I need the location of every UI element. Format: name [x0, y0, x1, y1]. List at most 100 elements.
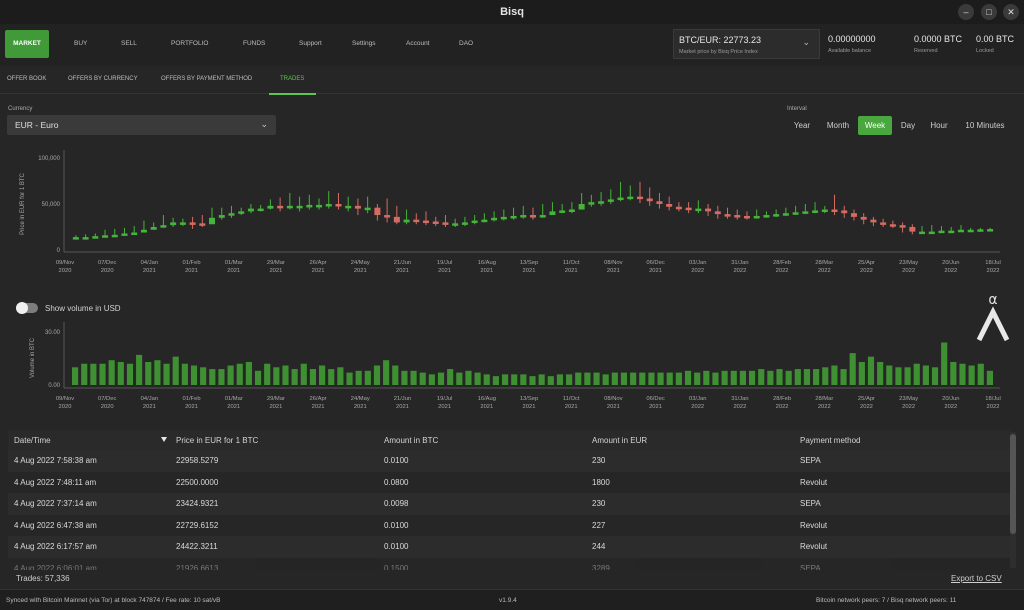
volume-bar — [593, 372, 600, 385]
volume-bar — [867, 356, 875, 385]
nav-buy[interactable]: BUY — [74, 40, 88, 47]
volume-x-tick-label: 2021 — [438, 404, 451, 410]
volume-x-tick-label: 01/Feb — [183, 396, 201, 402]
price-x-tick-label: 2021 — [565, 268, 578, 274]
candle-body — [850, 213, 857, 217]
table-cell: 4 Aug 2022 7:37:14 am — [14, 499, 97, 508]
table-cell: 23424.9321 — [176, 499, 219, 508]
volume-x-tick-label: 19/Jul — [437, 396, 452, 402]
volume-bar — [721, 370, 728, 385]
volume-bar — [959, 363, 966, 385]
volume-bar — [776, 369, 783, 385]
tab-offer-book[interactable]: OFFER BOOK — [7, 76, 47, 82]
candle-body — [286, 205, 293, 209]
volume-bar — [858, 361, 865, 385]
nav-support[interactable]: Support — [299, 40, 322, 47]
volume-x-tick-label: 2021 — [143, 404, 156, 410]
candle-body — [948, 230, 955, 234]
scrollbar-thumb[interactable] — [1010, 434, 1016, 534]
table-cell: Revolut — [800, 520, 828, 530]
table-row[interactable]: 4 Aug 2022 6:06:01 am 21926.6613 0.1500 328… — [8, 557, 1010, 571]
table-cell: 0.0800 — [384, 477, 409, 487]
nav-dao[interactable]: DAO — [459, 40, 474, 47]
volume-bar — [611, 372, 618, 385]
volume-bar — [410, 370, 417, 385]
price-x-tick-label: 2021 — [312, 268, 325, 274]
title-bar: Bisq – □ ✕ — [0, 0, 1024, 24]
table-cell: 0.0098 — [384, 499, 409, 508]
volume-x-tick-label: 2021 — [354, 404, 367, 410]
interval-year[interactable]: Year — [793, 121, 811, 130]
interval-10-minutes[interactable]: 10 Minutes — [965, 121, 1005, 130]
col-date-time[interactable]: Date/Time — [14, 436, 51, 445]
volume-bar — [931, 367, 939, 385]
candle-body — [325, 204, 332, 207]
maximize-icon[interactable]: □ — [981, 4, 997, 20]
candle-body — [316, 204, 323, 208]
col-payment-method[interactable]: Payment method — [800, 436, 861, 445]
price-x-tick-label: 2021 — [143, 268, 156, 274]
candle-body — [928, 231, 935, 235]
export-csv-link[interactable]: Export to CSV — [951, 574, 1002, 583]
currency-select[interactable]: EUR - Euro ⌄ — [7, 115, 276, 135]
candle-body — [218, 215, 225, 218]
col-price[interactable]: Price in EUR for 1 BTC — [176, 436, 259, 445]
interval-hour[interactable]: Hour — [930, 121, 948, 130]
volume-bar — [630, 372, 637, 385]
market-price-selector[interactable]: BTC/EUR: 22773.23 Market price by Bisq P… — [673, 29, 820, 59]
minimize-icon[interactable]: – — [958, 4, 974, 20]
volume-bar — [309, 369, 317, 385]
candle-body — [559, 210, 566, 213]
table-cell: 4 Aug 2022 6:06:01 am — [14, 563, 97, 571]
col-amount-eur[interactable]: Amount in EUR — [592, 436, 648, 445]
table-row[interactable]: 4 Aug 2022 6:47:38 am 22729.6152 0.0100 227… — [8, 514, 1010, 536]
candle-body — [821, 209, 828, 213]
volume-x-tick-label: 28/Feb — [773, 396, 791, 402]
volume-y-axis-label: Volume in BTC — [30, 337, 36, 378]
volume-usd-toggle[interactable] — [16, 302, 38, 314]
price-x-tick-label: 2021 — [185, 268, 198, 274]
interval-week[interactable]: Week — [858, 116, 892, 135]
nav-funds[interactable]: FUNDS — [243, 40, 266, 47]
volume-x-tick-label: 2021 — [607, 404, 620, 410]
table-scrollbar[interactable] — [1010, 432, 1016, 568]
volume-x-tick-label: 29/Mar — [267, 396, 285, 402]
tab-trades[interactable]: TRADES — [280, 76, 305, 82]
candle-body — [870, 219, 877, 223]
nav-account[interactable]: Account — [406, 40, 430, 47]
table-row[interactable]: 4 Aug 2022 6:17:57 am 24422.3211 0.0100 244… — [8, 536, 1010, 558]
col-amount-btc[interactable]: Amount in BTC — [384, 436, 439, 445]
candle-body — [403, 219, 410, 223]
sort-descending-icon[interactable] — [160, 435, 168, 443]
volume-x-tick-label: 2022 — [776, 404, 789, 410]
table-cell: 0.0100 — [384, 520, 409, 530]
nav-portfolio[interactable]: PORTFOLIO — [171, 40, 209, 47]
interval-day[interactable]: Day — [900, 121, 916, 130]
close-icon[interactable]: ✕ — [1003, 4, 1019, 20]
table-row[interactable]: 4 Aug 2022 7:58:38 am 22958.5279 0.0100 230… — [8, 450, 1010, 472]
price-y-tick-label: 50,000 — [42, 202, 61, 208]
table-row[interactable]: 4 Aug 2022 7:48:11 am 22500.0000 0.0800 180… — [8, 471, 1010, 493]
volume-x-tick-label: 2021 — [523, 404, 536, 410]
tab-offers-by-currency[interactable]: OFFERS BY CURRENCY — [68, 76, 138, 82]
candle-body — [656, 201, 663, 204]
candle-body — [539, 215, 546, 218]
tab-offers-by-payment-method[interactable]: OFFERS BY PAYMENT METHOD — [161, 76, 253, 82]
nav-sell[interactable]: SELL — [121, 40, 137, 47]
table-cell: 4 Aug 2022 7:58:38 am — [14, 456, 97, 465]
nav-market[interactable]: MARKET — [5, 30, 49, 58]
interval-month[interactable]: Month — [826, 121, 850, 130]
volume-x-tick-label: 2022 — [818, 404, 831, 410]
status-bar: Synced with Bitcoin Mainnet (via Tor) at… — [0, 589, 1024, 610]
table-cell: 3289 — [592, 563, 610, 571]
volume-x-tick-label: 2021 — [269, 404, 282, 410]
table-cell: SEPA — [800, 456, 821, 465]
volume-x-tick-label: 23/May — [899, 396, 918, 402]
table-row[interactable]: 4 Aug 2022 7:37:14 am 23424.9321 0.0098 230… — [8, 493, 1010, 515]
price-x-tick-label: 2022 — [776, 268, 789, 274]
candle-body — [364, 207, 371, 211]
volume-bar — [758, 369, 765, 385]
volume-bar — [483, 374, 490, 385]
nav-settings[interactable]: Settings — [352, 40, 376, 47]
alpha-logo: α — [976, 292, 1010, 342]
